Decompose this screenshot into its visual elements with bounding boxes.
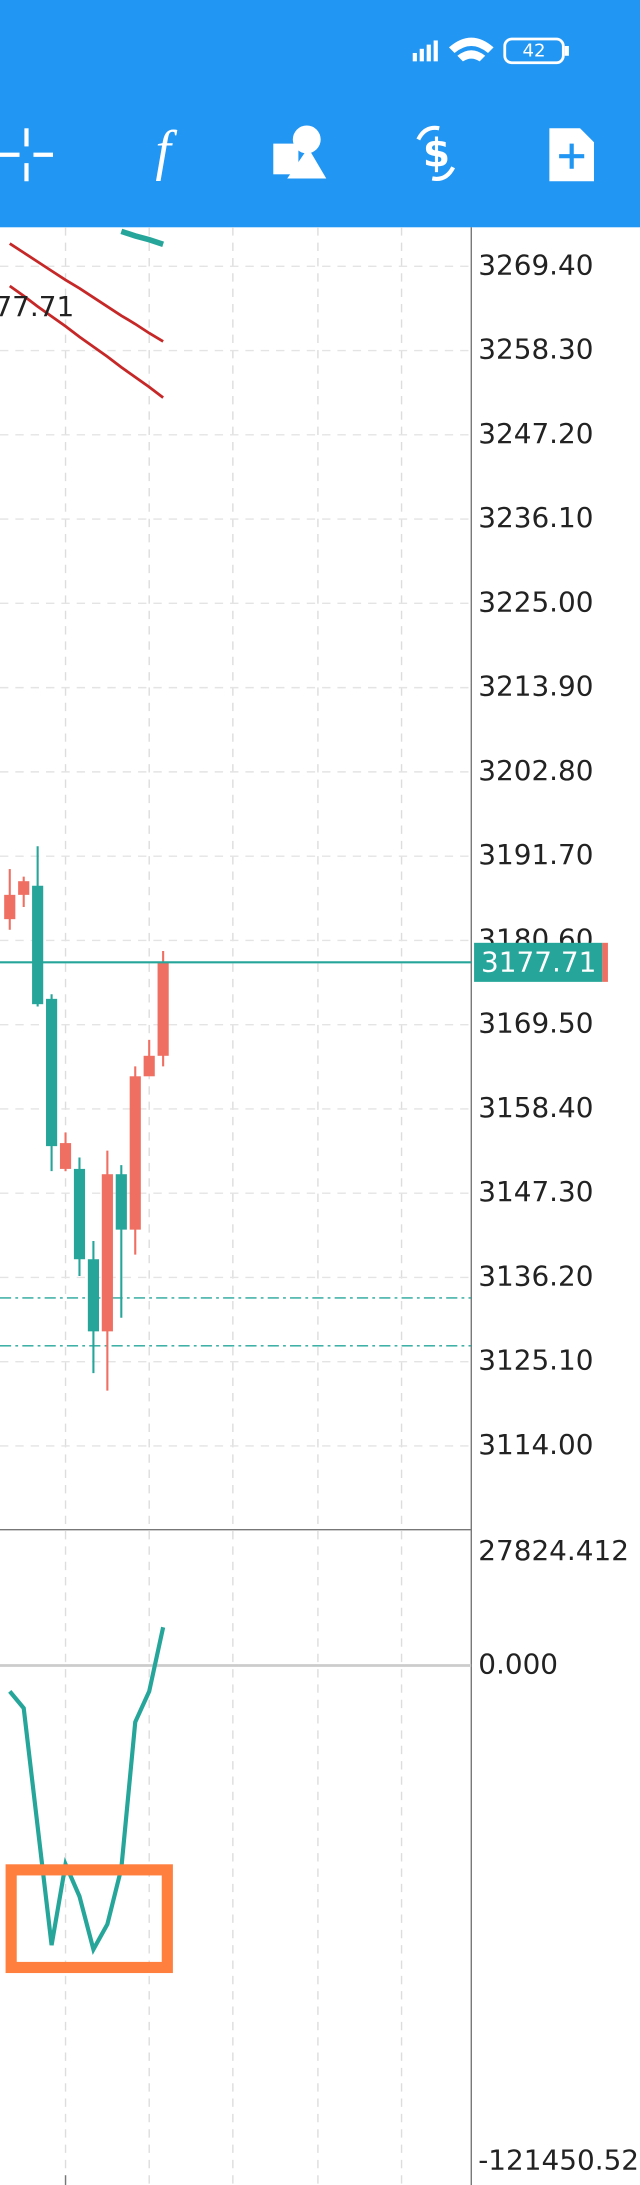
highlight-box: [5, 1864, 173, 1974]
crosshair-icon[interactable]: [0, 128, 53, 182]
y-tick-label: -121450.52: [478, 2143, 639, 2176]
candle-body: [4, 894, 16, 920]
y-tick-label: 3213.90: [478, 670, 593, 703]
objects-icon[interactable]: [273, 125, 327, 179]
current-price-box: [474, 942, 603, 982]
y-tick-label: 3125.10: [478, 1344, 593, 1377]
candle-body: [18, 881, 30, 895]
y-tick-label: 3225.00: [478, 585, 593, 618]
candle-body: [115, 1174, 127, 1230]
candle-body: [87, 1259, 99, 1332]
candle-body: [129, 1076, 141, 1230]
candle-body: [46, 998, 58, 1147]
y-tick-label: 3236.10: [478, 501, 593, 534]
new-order-icon[interactable]: [549, 128, 594, 182]
candle-body: [157, 962, 169, 1056]
indicator-line: [120, 228, 165, 247]
candle-body: [59, 1143, 72, 1169]
candle-body: [73, 1168, 86, 1260]
y-tick-label: 3202.80: [478, 754, 593, 787]
svg-text:$: $: [423, 132, 450, 177]
trade-icon[interactable]: $: [416, 125, 456, 182]
y-tick-label: 3114.00: [478, 1428, 593, 1461]
oscillator-line: [8, 1626, 166, 1955]
y-tick-label: 0.000: [478, 1648, 558, 1681]
y-tick-label: 3247.20: [478, 417, 593, 450]
vertical-grid: [64, 227, 403, 2185]
battery-level: 42: [523, 41, 546, 62]
candle-body: [143, 1055, 155, 1077]
toolbar: [0, 0, 640, 228]
current-price-label: 3177.71: [481, 946, 596, 979]
y-tick-label: 3136.20: [478, 1259, 593, 1292]
indicator-line: [8, 284, 164, 399]
cut-label: 77.71: [0, 290, 74, 323]
y-tick-label: 3169.50: [478, 1007, 593, 1040]
indicator-line: [8, 242, 164, 343]
y-tick-label: 3191.70: [478, 838, 593, 871]
y-tick-label: 3258.30: [478, 333, 593, 366]
candle-body: [32, 885, 44, 1005]
y-tick-label: 27824.412: [478, 1534, 629, 1567]
status-icons: [412, 37, 569, 65]
y-tick-label: 3158.40: [478, 1091, 593, 1124]
current-price-flag: [602, 942, 608, 982]
candle-body: [101, 1174, 113, 1332]
y-tick-label: 3269.40: [478, 248, 593, 281]
y-tick-label: 3147.30: [478, 1175, 593, 1208]
